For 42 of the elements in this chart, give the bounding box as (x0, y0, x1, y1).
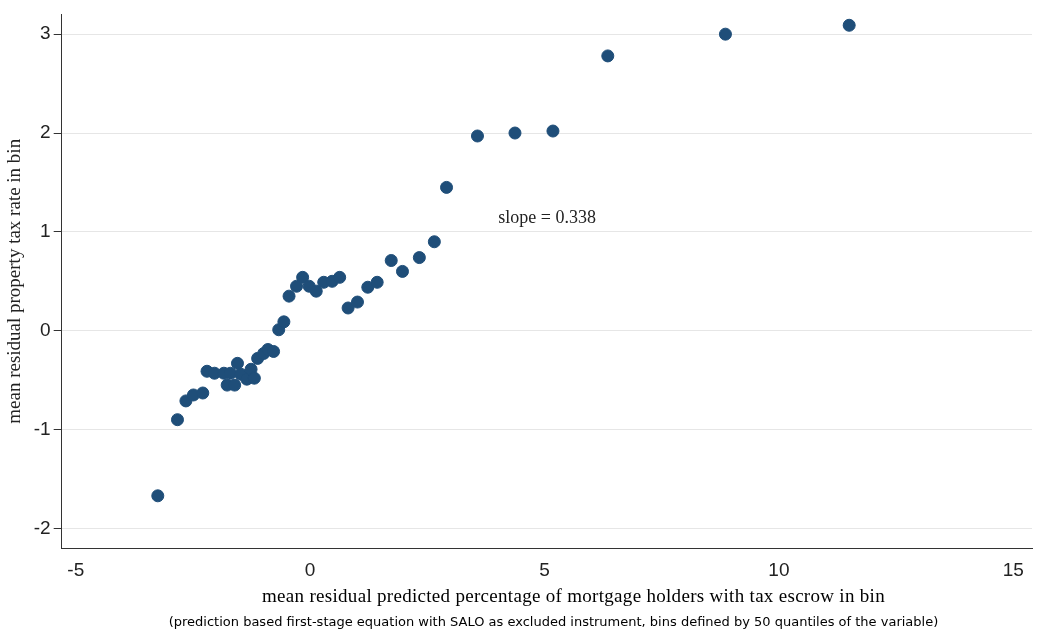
annotation: slope = 0.338 (498, 206, 596, 227)
text: (prediction based first-stage equation with SALO as excluded instrument, bins defined by 50 quantiles of the variable) (167, 614, 940, 629)
point (350, 295, 364, 309)
point (370, 275, 384, 289)
y-tick-label: -1 (33, 417, 51, 439)
point (427, 235, 441, 249)
x-tick-label: 5 (539, 558, 550, 580)
point (842, 18, 856, 32)
point (718, 27, 732, 41)
x-tick-label: 15 (1002, 558, 1024, 580)
point (508, 126, 522, 140)
point (230, 356, 244, 370)
point (309, 284, 323, 298)
y-axis-title: mean residual property tax rate in bin (3, 138, 25, 424)
y-tick-label: 0 (40, 318, 51, 340)
y-tick-label: 3 (40, 22, 51, 44)
point (333, 270, 347, 284)
point (361, 280, 375, 294)
point (440, 180, 454, 194)
y-tick-label: -2 (33, 516, 51, 538)
x-tick-label: 10 (768, 558, 790, 580)
x-axis-title: mean residual predicted percentage of mortgage holders with tax escrow in bin (261, 585, 886, 607)
point (296, 270, 310, 284)
point (470, 129, 484, 143)
point (196, 386, 210, 400)
point (282, 289, 296, 303)
point (412, 251, 426, 265)
point (546, 124, 560, 138)
point (170, 413, 184, 427)
point (267, 344, 281, 358)
point (395, 264, 409, 278)
point (290, 279, 304, 293)
x-tick-label: -5 (67, 558, 85, 580)
y-tick-label: 2 (40, 121, 51, 143)
point (601, 49, 615, 63)
y-tick-label: 1 (40, 220, 51, 242)
x-tick-label: 0 (304, 558, 316, 580)
point (151, 489, 165, 503)
point (228, 378, 242, 392)
point (384, 254, 398, 268)
point (277, 315, 291, 329)
point (341, 301, 355, 315)
